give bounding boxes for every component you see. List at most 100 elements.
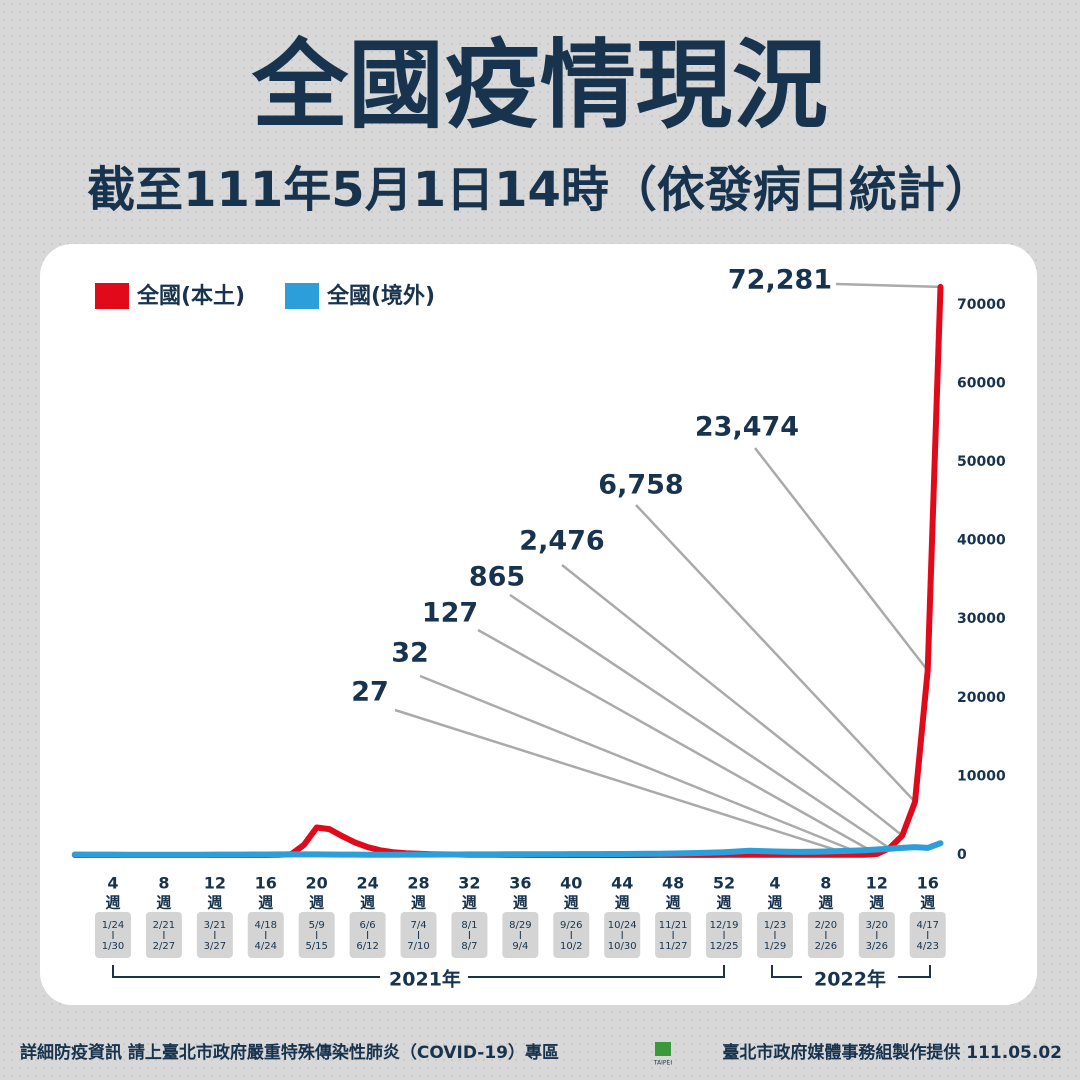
year-label: 2021年 (389, 968, 461, 991)
leader-line (835, 282, 941, 289)
x-tick-unit: 週 (462, 894, 477, 912)
data-label: 6,758 (598, 470, 683, 501)
leader-line (477, 628, 878, 856)
data-label: 2,476 (519, 526, 604, 557)
leader-line (419, 674, 865, 856)
chart-card (40, 244, 1037, 1005)
date-start: 1/24 (102, 920, 124, 931)
x-tick-unit: 週 (411, 894, 426, 912)
legend-swatch (285, 283, 319, 309)
y-tick-label: 30000 (957, 611, 1006, 627)
date-end: 4/23 (916, 941, 938, 952)
data-label: 23,474 (695, 412, 799, 443)
chart-subtitle: 截至111年5月1日14時（依發病日統計） (87, 162, 993, 218)
date-start: 6/6 (360, 920, 376, 931)
x-tick-label: 20 (306, 874, 328, 893)
date-start: 12/19 (710, 920, 739, 931)
series-line (71, 840, 944, 858)
x-tick-unit: 週 (207, 894, 222, 912)
y-tick-label: 0 (957, 847, 967, 863)
leader-line (561, 564, 904, 837)
date-end: 1/29 (764, 941, 786, 952)
x-tick-label: 52 (713, 874, 735, 893)
x-tick-unit: 週 (666, 894, 681, 912)
logo-text: TAIPEI (653, 1060, 672, 1067)
date-end: 10/30 (608, 941, 637, 952)
date-end: 9/4 (512, 941, 528, 952)
x-tick-label: 12 (866, 874, 888, 893)
year-label: 2022年 (814, 968, 886, 991)
x-tick-unit: 週 (258, 894, 273, 912)
leader-line (754, 447, 929, 672)
date-end: 3/26 (866, 941, 888, 952)
leader-line (394, 708, 852, 856)
x-tick-label: 44 (611, 874, 633, 893)
date-end: 10/2 (560, 941, 582, 952)
x-tick-label: 24 (356, 874, 378, 893)
date-start: 1/23 (764, 920, 786, 931)
date-start: 2/21 (153, 920, 175, 931)
x-tick-unit: 週 (156, 894, 171, 912)
x-tick-unit: 週 (920, 894, 935, 912)
date-end: 7/10 (407, 941, 429, 952)
date-start: 8/29 (509, 920, 531, 931)
chart-title: 全國疫情現況 (251, 29, 828, 141)
x-tick-unit: 週 (105, 894, 120, 912)
date-end: 8/7 (461, 941, 477, 952)
date-start: 4/17 (916, 920, 938, 931)
y-tick-label: 10000 (957, 768, 1006, 784)
date-end: 11/27 (659, 941, 688, 952)
x-tick-label: 16 (255, 874, 277, 893)
date-end: 2/26 (815, 941, 837, 952)
date-end: 6/12 (356, 941, 378, 952)
date-start: 10/24 (608, 920, 637, 931)
x-tick-unit: 週 (615, 894, 630, 912)
x-tick-unit: 週 (360, 894, 375, 912)
date-end: 12/25 (710, 941, 739, 952)
y-tick-label: 70000 (957, 297, 1006, 313)
date-end: 4/24 (255, 941, 277, 952)
date-start: 9/26 (560, 920, 582, 931)
date-start: 11/21 (659, 920, 688, 931)
x-tick-label: 8 (820, 874, 831, 893)
date-end: 3/27 (204, 941, 226, 952)
date-start: 2/20 (815, 920, 837, 931)
data-label: 32 (391, 638, 429, 669)
y-tick-label: 20000 (957, 690, 1006, 706)
legend-label: 全國(本土) (136, 283, 245, 309)
x-tick-label: 16 (917, 874, 939, 893)
date-end: 5/15 (305, 941, 327, 952)
x-tick-unit: 週 (818, 894, 833, 912)
x-tick-label: 8 (158, 874, 169, 893)
date-start: 3/20 (866, 920, 888, 931)
x-tick-unit: 週 (717, 894, 732, 912)
y-tick-label: 50000 (957, 454, 1006, 470)
x-tick-unit: 週 (564, 894, 579, 912)
x-tick-label: 28 (407, 874, 429, 893)
x-tick-unit: 週 (309, 894, 324, 912)
x-tick-label: 36 (509, 874, 531, 893)
date-end: 1/30 (102, 941, 124, 952)
x-tick-unit: 週 (767, 894, 782, 912)
x-tick-label: 48 (662, 874, 684, 893)
leader-line (635, 504, 916, 803)
footer-left: 詳細防疫資訊 請上臺北市政府嚴重特殊傳染性肺炎（COVID-19）專區 (20, 1042, 559, 1063)
x-tick-label: 12 (204, 874, 226, 893)
x-tick-label: 4 (769, 874, 780, 893)
footer-right: 臺北市政府媒體事務組製作提供 111.05.02 (722, 1042, 1062, 1063)
data-label: 127 (422, 598, 478, 629)
x-tick-label: 4 (107, 874, 118, 893)
data-label: 865 (469, 562, 525, 593)
date-start: 4/18 (255, 920, 277, 931)
logo-icon (655, 1042, 671, 1056)
y-tick-label: 60000 (957, 375, 1006, 391)
year-bracket (112, 965, 725, 978)
date-start: 3/21 (204, 920, 226, 931)
x-tick-unit: 週 (869, 894, 884, 912)
date-start: 5/9 (309, 920, 325, 931)
data-label: 72,281 (728, 265, 832, 296)
leader-line (509, 593, 891, 850)
date-start: 7/4 (410, 920, 426, 931)
x-tick-unit: 週 (513, 894, 528, 912)
x-tick-label: 40 (560, 874, 582, 893)
